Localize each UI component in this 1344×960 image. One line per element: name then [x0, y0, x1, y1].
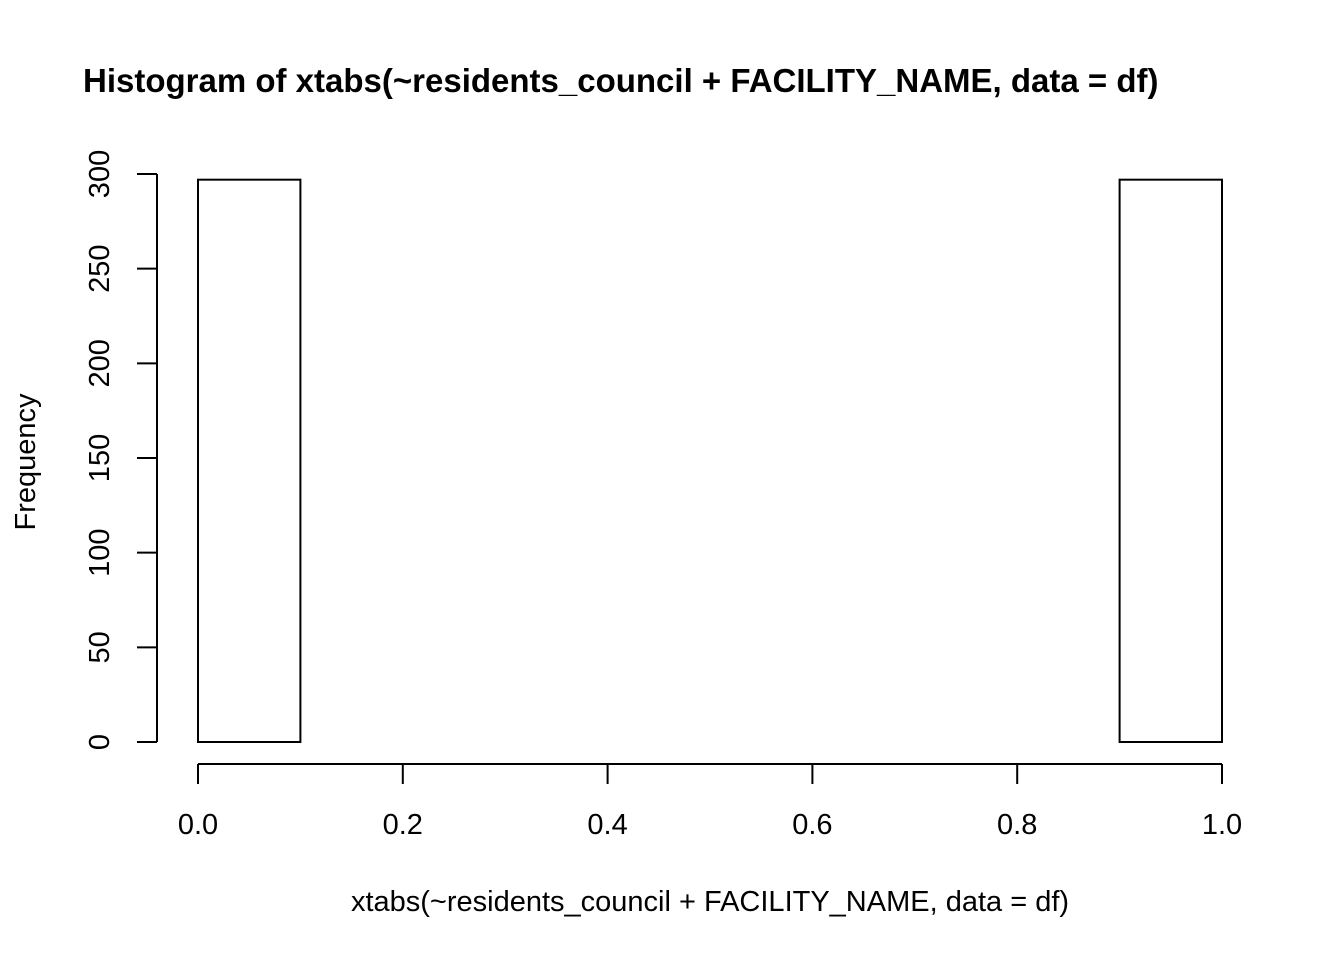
chart-title: Histogram of xtabs(~residents_council + … — [83, 62, 1158, 99]
y-tick-label-5: 250 — [84, 244, 116, 292]
y-axis-label: Frequency — [10, 393, 42, 531]
x-tick-label-0: 0.0 — [178, 809, 218, 841]
histogram-bar-9 — [1118, 178, 1223, 743]
x-axis: 0.0 0.2 0.4 0.6 0.8 1.0 — [178, 763, 1242, 841]
x-tick-label-5: 1.0 — [1202, 809, 1242, 841]
bars-group — [197, 178, 1223, 743]
y-tick-label-0: 0 — [84, 734, 116, 750]
y-tick-label-4: 200 — [84, 339, 116, 387]
histogram-bar-0 — [197, 178, 302, 743]
y-tick-label-2: 100 — [84, 528, 116, 576]
y-axis: 0 50 100 150 200 250 300 — [84, 150, 158, 750]
x-axis-label: xtabs(~residents_council + FACILITY_NAME… — [351, 886, 1069, 918]
x-tick-label-1: 0.2 — [383, 809, 423, 841]
x-tick-label-2: 0.4 — [587, 809, 627, 841]
y-tick-label-3: 150 — [84, 434, 116, 482]
y-tick-label-6: 300 — [84, 150, 116, 198]
y-tick-label-1: 50 — [84, 631, 116, 663]
x-tick-label-4: 0.8 — [997, 809, 1037, 841]
x-tick-label-3: 0.6 — [792, 809, 832, 841]
